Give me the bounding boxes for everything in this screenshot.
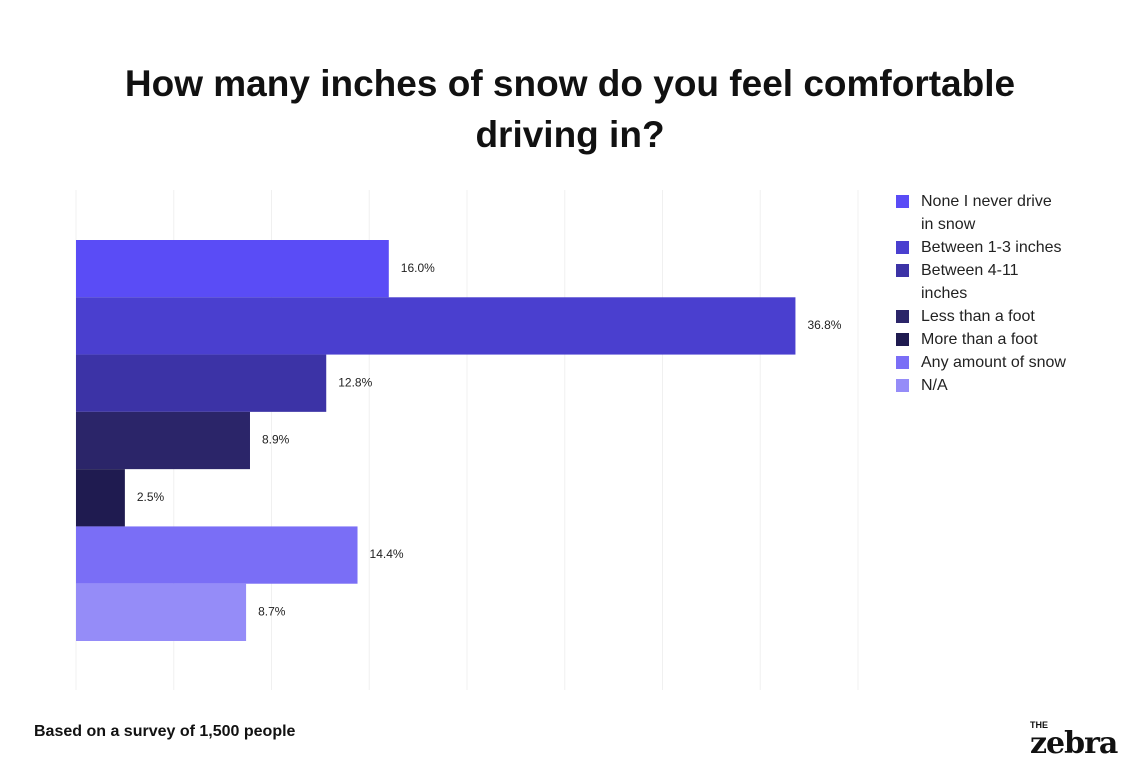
bar: [76, 469, 125, 527]
legend-label: Less than a foot: [921, 308, 1035, 325]
value-label: 8.9%: [262, 433, 290, 447]
legend-label: N/A: [921, 377, 948, 394]
legend-label: None I never drive in snow: [921, 193, 1052, 233]
bar: [76, 240, 389, 298]
legend-swatch: [896, 310, 909, 323]
legend-swatch: [896, 241, 909, 254]
logo: THE zebra: [1030, 720, 1118, 761]
bar: [76, 411, 250, 470]
legend-item: Any amount of snow: [896, 351, 1066, 374]
legend-item: N/A: [896, 374, 1066, 397]
bar: [76, 297, 796, 355]
value-label: 2.5%: [137, 490, 165, 504]
value-label: 36.8%: [807, 318, 841, 332]
legend: None I never drive in snow Between 1-3 in…: [896, 190, 1066, 397]
value-label: 16.0%: [401, 261, 435, 275]
value-label: 14.4%: [370, 547, 404, 561]
note: Based on a survey of 1,500 people: [34, 723, 296, 740]
legend-item: Less than a foot: [896, 305, 1066, 328]
legend-item: None I never drive in snow: [896, 190, 1066, 236]
legend-swatch: [896, 379, 909, 392]
value-label: 12.8%: [338, 375, 372, 389]
bar: [76, 526, 358, 584]
bar: [76, 354, 327, 412]
legend-label: Between 1-3 inches: [921, 239, 1062, 256]
legend-swatch: [896, 195, 909, 208]
legend-label: More than a foot: [921, 331, 1038, 348]
logo-main: zebra: [1030, 726, 1118, 761]
legend-label: Between 4-11 inches: [921, 262, 1019, 302]
legend-label: Any amount of snow: [921, 354, 1066, 371]
bar: [76, 583, 247, 641]
legend-swatch: [896, 356, 909, 369]
legend-swatch: [896, 264, 909, 277]
logo-small: THE: [1030, 720, 1048, 730]
legend-item: Between 4-11 inches: [896, 259, 1066, 305]
legend-swatch: [896, 333, 909, 346]
legend-item: More than a foot: [896, 328, 1066, 351]
value-label: 8.7%: [258, 605, 286, 619]
legend-item: Between 1-3 inches: [896, 236, 1066, 259]
chart-title: How many inches of snow do you feel comf…: [124, 63, 1016, 155]
